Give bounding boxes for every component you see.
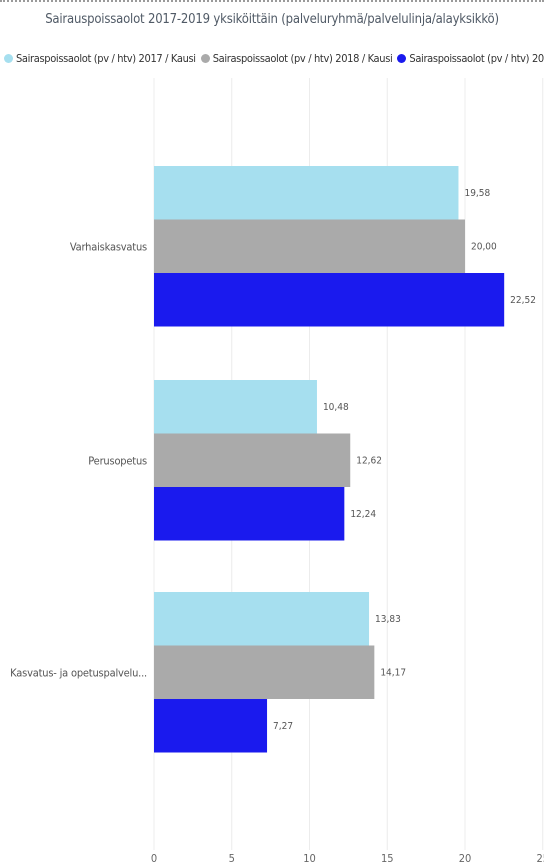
legend-dot-2019 (397, 53, 407, 63)
bar-2017 (154, 380, 317, 434)
bar-2018 (154, 645, 375, 699)
bar-2019 (154, 487, 345, 541)
legend: Sairaspoissaolot (pv / htv) 2017 / Kausi… (4, 50, 544, 66)
bar-2018 (154, 219, 465, 273)
data-label: 14,17 (380, 667, 406, 678)
category-label: Perusopetus (88, 454, 147, 467)
legend-label-2019: Sairaspoissaolot (pv / htv) 2019 /... (409, 51, 544, 65)
x-tick-label: 20 (459, 852, 472, 865)
legend-item-2017[interactable]: Sairaspoissaolot (pv / htv) 2017 / Kausi (4, 52, 196, 65)
data-label: 20,00 (471, 241, 497, 252)
data-label: 7,27 (273, 721, 293, 732)
legend-label-2018: Sairaspoissaolot (pv / htv) 2018 / Kausi (212, 51, 393, 65)
x-tick-label: 25 (536, 852, 544, 865)
bar-2019 (154, 273, 505, 327)
bar-2017 (154, 166, 459, 220)
x-tick-label: 5 (229, 852, 235, 865)
category-label: Varhaiskasvatus (70, 240, 147, 253)
data-label: 12,62 (356, 455, 382, 466)
category-label: Kasvatus- ja opetuspalvelu... (10, 666, 147, 679)
bar-2019 (154, 699, 268, 753)
x-tick-label: 10 (303, 852, 316, 865)
x-tick-label: 15 (381, 852, 394, 865)
data-label: 19,58 (464, 188, 490, 199)
bar-2017 (154, 592, 370, 646)
legend-dot-2017 (4, 53, 13, 63)
data-label: 22,52 (510, 295, 536, 306)
chart-title: Sairauspoissaolot 2017-2019 yksiköittäin… (45, 12, 499, 27)
data-label: 12,24 (350, 509, 376, 520)
legend-label-2017: Sairaspoissaolot (pv / htv) 2017 / Kausi (16, 51, 196, 65)
data-label: 10,48 (323, 402, 349, 413)
bar-2018 (154, 433, 351, 487)
legend-item-2018[interactable]: Sairaspoissaolot (pv / htv) 2018 / Kausi (200, 51, 393, 65)
top-border (0, 0, 544, 2)
legend-item-2019[interactable]: Sairaspoissaolot (pv / htv) 2019 /... (397, 52, 544, 65)
legend-dot-2018 (200, 53, 210, 63)
x-tick-label: 0 (151, 852, 157, 865)
data-label: 13,83 (375, 614, 401, 625)
